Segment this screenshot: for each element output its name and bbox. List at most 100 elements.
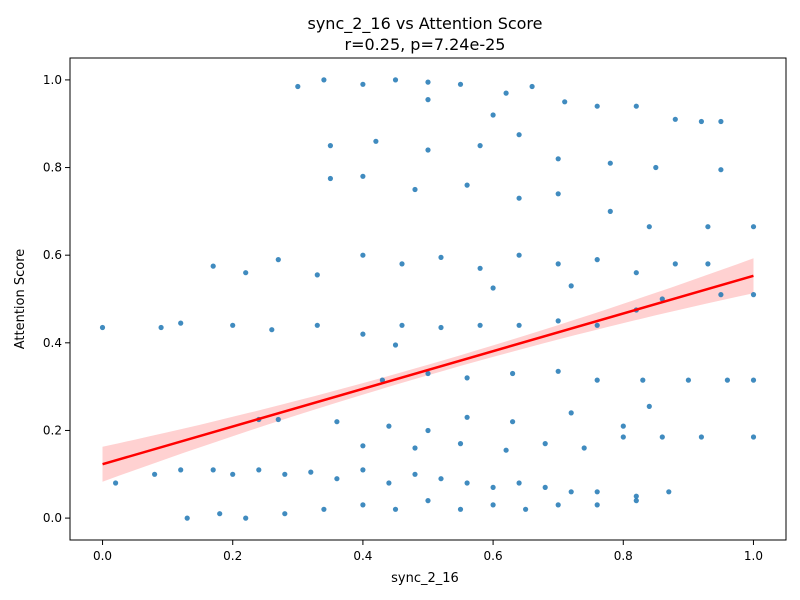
data-point [633,103,639,109]
data-point [555,191,561,197]
data-point [568,489,574,495]
data-point [425,79,431,85]
data-point [321,77,327,83]
y-tick-label: 1.0 [43,73,62,87]
data-point [724,377,731,383]
data-point [275,257,281,263]
data-point [399,261,405,267]
data-point [490,484,496,490]
data-point [529,83,535,90]
x-tick-label: 0.4 [353,549,372,563]
data-point [464,480,470,486]
x-tick-label: 0.6 [484,549,503,563]
data-point [230,471,236,477]
data-point [360,173,366,179]
data-point [477,265,483,271]
data-point [425,370,431,377]
data-point [438,476,444,482]
data-point [412,471,418,477]
regression-line-layer [102,274,754,466]
data-point [210,467,216,473]
data-point [282,471,288,477]
data-point [542,441,548,447]
data-point [705,261,711,267]
data-point [438,254,444,260]
data-point [425,147,431,153]
y-tick-label: 0.2 [43,423,62,437]
x-tick-label: 0.0 [93,549,112,563]
data-point [503,90,509,96]
data-point [373,138,379,144]
data-point [555,318,561,324]
data-point [516,252,522,258]
data-point [555,261,561,267]
data-point [718,292,724,298]
data-point [243,515,249,521]
y-tick-label: 0.8 [43,161,62,175]
data-point [360,81,366,87]
data-point [178,467,184,473]
data-point [457,441,464,447]
data-point [321,506,327,512]
data-point [620,423,626,429]
data-point [464,414,470,420]
data-point [750,434,757,440]
data-point [327,175,333,182]
data-point [672,261,678,267]
data-point [594,322,600,328]
data-point [562,99,568,105]
data-point [392,77,399,83]
x-tick-label: 0.8 [614,549,633,563]
data-point [392,506,399,512]
data-point [308,469,314,475]
data-point [490,112,496,118]
data-point [750,377,757,383]
x-tick-label: 1.0 [744,549,763,563]
data-point [425,498,431,504]
regression-line [102,274,754,466]
data-point [490,502,496,508]
chart-title: sync_2_16 vs Attention Score [308,14,543,34]
chart-subtitle: r=0.25, p=7.24e-25 [345,35,506,54]
data-point [503,447,509,453]
data-point [184,515,190,521]
data-point [327,143,333,149]
data-point [509,419,516,425]
data-point [607,208,613,214]
data-point [633,493,639,499]
data-point [718,118,724,125]
y-tick-label: 0.6 [43,248,62,262]
data-point [210,263,216,269]
data-point [659,434,665,440]
data-point [594,103,600,109]
data-point [334,476,340,482]
data-point [705,224,711,230]
data-point [269,327,275,333]
data-point [275,416,281,423]
x-axis-label: sync_2_16 [391,571,459,586]
data-point [152,471,158,477]
data-point [425,97,431,103]
data-point [314,322,320,328]
data-point [457,506,464,512]
data-point [594,489,600,495]
data-point [282,511,288,517]
data-point [685,377,692,383]
data-point [217,511,223,517]
data-point [640,377,646,383]
y-tick-label: 0.4 [43,336,62,350]
data-point [750,292,757,298]
data-point [457,81,464,87]
data-point [516,195,522,201]
data-point [516,132,522,138]
data-point [750,224,757,230]
data-point [360,467,366,473]
data-point [666,489,672,495]
data-point [464,182,470,188]
data-point [698,118,705,125]
data-point [360,252,366,258]
data-point [523,506,529,512]
data-point [542,484,548,490]
data-point [412,186,418,193]
